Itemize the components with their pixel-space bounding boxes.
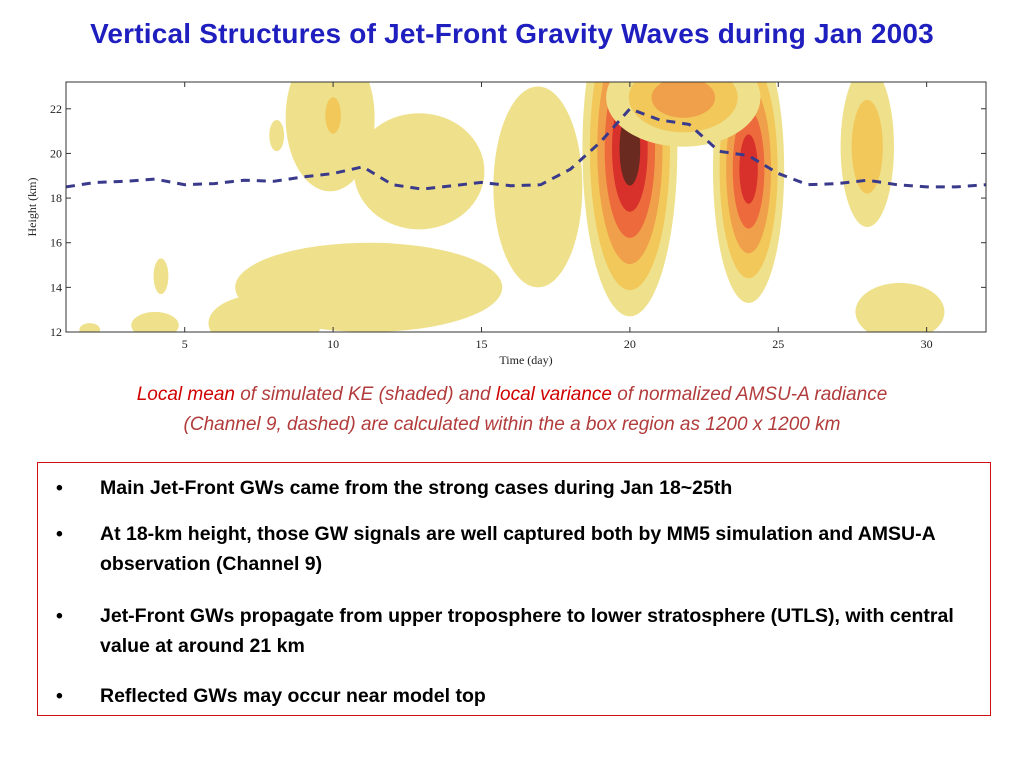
bullet-marker: • <box>56 605 63 627</box>
y-tick-label: 16 <box>50 236 62 250</box>
plot-frame <box>65 81 987 333</box>
shaded-ke-layer <box>79 82 945 332</box>
bullet-marker: • <box>56 523 63 545</box>
ke-contour-3-level-0 <box>353 113 485 230</box>
figure-caption: Local mean of simulated KE (shaded) and … <box>40 380 984 440</box>
amsu-variance-dashed-line <box>66 107 986 191</box>
ke-contour-10-level-0 <box>208 294 322 332</box>
y-tick-label: 12 <box>50 325 62 339</box>
ke-contour-11-level-0 <box>131 311 179 332</box>
x-tick-label: 30 <box>921 337 933 351</box>
x-tick-label: 25 <box>772 337 784 351</box>
bullet-text: Main Jet-Front GWs came from the strong … <box>100 477 733 499</box>
ke-contour-7-level-1 <box>325 97 341 134</box>
x-tick-label: 15 <box>475 337 487 351</box>
ke-contour-4-level-0 <box>493 86 583 288</box>
slide-title: Vertical Structures of Jet-Front Gravity… <box>90 18 934 49</box>
bullet-marker: • <box>56 685 63 707</box>
bullet-marker: • <box>56 477 63 499</box>
y-tick-label: 22 <box>50 102 62 116</box>
caption-text-2: of normalized AMSU-A radiance <box>612 384 888 405</box>
bullet-text: Reflected GWs may occur near model top <box>100 685 486 707</box>
ke-contour-12-level-0 <box>153 258 169 295</box>
y-tick-label: 14 <box>50 280 62 294</box>
caption-local-mean: Local mean <box>136 384 235 405</box>
bullet-text: Jet-Front GWs propagate from upper tropo… <box>100 605 954 657</box>
chart-svg: 5 10 15 20 25 30 12 14 16 18 20 22 Time (day) Height … <box>25 81 987 367</box>
axes: 5 10 15 20 25 30 12 14 16 18 20 22 Time (day) Height … <box>25 82 986 367</box>
ke-contour-14-level-0 <box>79 323 101 332</box>
chart: 5 10 15 20 25 30 12 14 16 18 20 22 Time (day) Height … <box>20 78 1000 370</box>
ke-contour-9-level-0 <box>855 282 945 332</box>
x-tick-label: 10 <box>327 337 339 351</box>
x-tick-label: 5 <box>182 337 188 351</box>
x-tick-label: 20 <box>624 337 636 351</box>
y-tick-label: 18 <box>50 191 62 205</box>
x-axis-label: Time (day) <box>499 353 552 367</box>
caption-local-variance: local variance <box>495 384 612 405</box>
ke-contour-13-level-0 <box>269 119 285 152</box>
ke-contour-1-level-4 <box>739 134 758 204</box>
dashed-variance-layer <box>66 107 986 191</box>
y-tick-label: 20 <box>50 146 62 160</box>
bullet-text: At 18-km height, those GW signals are we… <box>100 523 935 575</box>
y-axis-label: Height (km) <box>25 178 39 237</box>
ke-contour-8-level-1 <box>851 99 883 194</box>
caption-line-2: (Channel 9, dashed) are calculated withi… <box>183 414 841 435</box>
caption-text-1: of simulated KE (shaded) and <box>234 384 496 405</box>
bullet-box: • Main Jet-Front GWs came from the stron… <box>37 462 991 716</box>
ke-contour-2-level-2 <box>651 82 716 118</box>
